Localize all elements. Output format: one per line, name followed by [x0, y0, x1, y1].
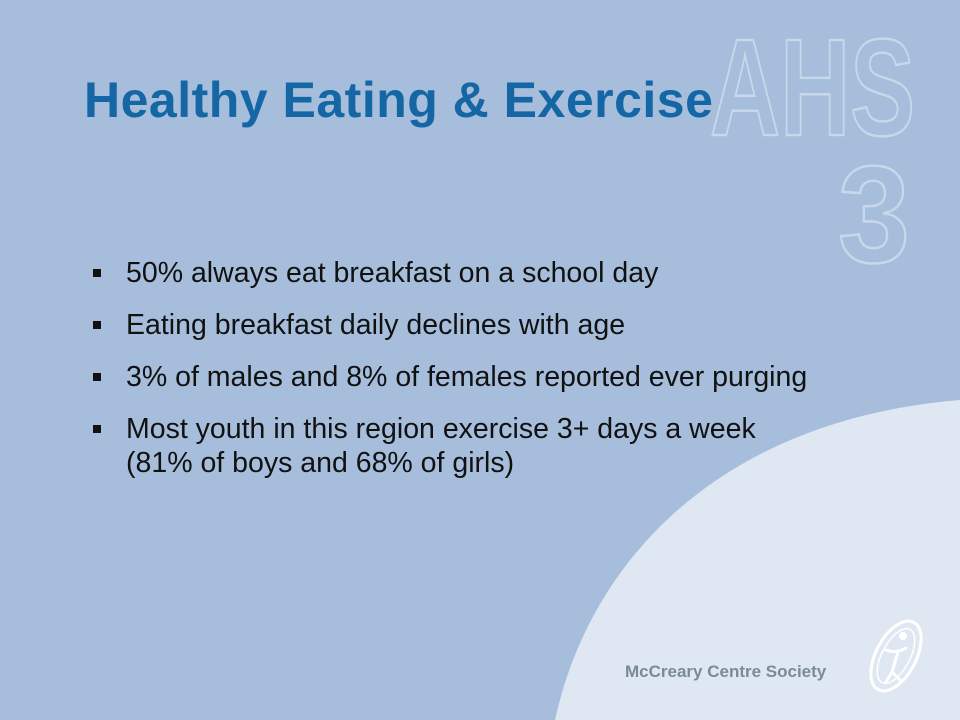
- bullet-item: Most youth in this region exercise 3+ da…: [90, 412, 810, 480]
- bullet-text: Eating breakfast daily declines with age: [126, 309, 626, 341]
- square-bullet-icon: [93, 425, 101, 433]
- bullet-item: 3% of males and 8% of females reported e…: [90, 360, 810, 394]
- square-bullet-icon: [93, 321, 101, 329]
- square-bullet-icon: [93, 373, 101, 381]
- bullet-list: 50% always eat breakfast on a school day…: [90, 256, 810, 498]
- square-bullet-icon: [93, 269, 101, 277]
- bullet-text: 3% of males and 8% of females reported e…: [126, 361, 808, 393]
- watermark-ahs: AHS: [710, 11, 915, 165]
- bullet-item: Eating breakfast daily declines with age: [90, 308, 810, 342]
- watermark-three: 3: [838, 138, 910, 292]
- bullet-item: 50% always eat breakfast on a school day: [90, 256, 810, 290]
- bullet-text: Most youth in this region exercise 3+ da…: [126, 413, 756, 479]
- mccreary-figure-logo-icon: [869, 619, 923, 693]
- bullet-text: 50% always eat breakfast on a school day: [126, 257, 659, 289]
- footer-organization: McCreary Centre Society: [625, 662, 827, 681]
- slide-title: Healthy Eating & Exercise: [84, 72, 714, 128]
